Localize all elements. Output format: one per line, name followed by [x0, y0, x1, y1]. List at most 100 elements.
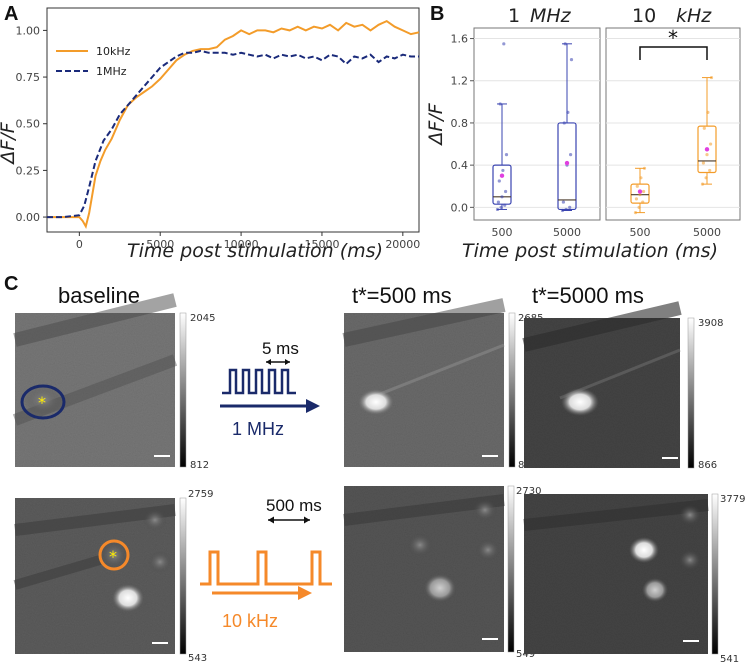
- image-r2-t5000: [523, 494, 709, 654]
- data-point: [497, 179, 501, 183]
- colorbar-min: 549: [516, 649, 535, 660]
- data-point: [637, 205, 641, 209]
- colorbar-r2-t500: 2730 549: [507, 485, 541, 660]
- khz-pulse-wave: [200, 550, 332, 586]
- data-point: [706, 110, 710, 114]
- y-tick-label-a: 0.50: [16, 118, 41, 131]
- y-tick-label-b: 0.4: [451, 159, 469, 172]
- series-line-1mhz: [47, 49, 419, 219]
- roi-star-mhz: *: [38, 393, 46, 412]
- data-point: [569, 152, 573, 157]
- data-point: [633, 211, 638, 215]
- significance-star: *: [668, 26, 678, 50]
- data-point: [500, 195, 504, 199]
- image-r1-t5000: [522, 301, 682, 468]
- x-tick-label-b: 500: [492, 226, 513, 239]
- y-tick-label-a: 1.00: [16, 24, 41, 37]
- legend-a: 10kHz 1MHz: [56, 45, 131, 78]
- freq-label-mhz: 1 MHz: [232, 419, 284, 439]
- scale-bar: [154, 455, 170, 457]
- title-1mhz-unit: MHz: [530, 5, 572, 27]
- image-r2-baseline: *: [13, 498, 176, 654]
- data-point: [566, 110, 570, 114]
- box: [492, 164, 512, 205]
- data-point: [569, 58, 574, 62]
- data-point: [501, 168, 505, 173]
- y-tick-label-b: 1.2: [451, 75, 469, 88]
- title-1mhz-number: 1: [508, 5, 520, 27]
- mean-marker: [637, 189, 643, 194]
- scale-bar: [662, 457, 678, 459]
- roi-star-khz: *: [109, 547, 117, 566]
- colorbar-max: 3779: [720, 494, 745, 505]
- plot-frame-b-right: [605, 27, 741, 221]
- title-10khz-unit: kHz: [676, 5, 712, 27]
- scale-bar: [482, 638, 498, 640]
- y-tick-label-b: 0.8: [451, 117, 469, 130]
- data-point: [502, 42, 506, 46]
- image-r1-baseline: *: [12, 293, 178, 467]
- mhz-pulse-schematic: 5 ms 1 MHz: [220, 339, 320, 439]
- image-title-baseline: baseline: [58, 283, 140, 308]
- data-point: [642, 189, 646, 194]
- y-tick-label-a: 0.75: [16, 71, 41, 84]
- y-tick-label-a: 0.00: [16, 211, 41, 224]
- colorbar-min: 812: [190, 460, 209, 471]
- x-tick-label-a: 0: [76, 238, 83, 251]
- data-point: [495, 207, 500, 212]
- data-point: [702, 126, 706, 130]
- x-axis-title-a: Time post stimulation (ms): [127, 240, 383, 262]
- y-axis-title-a: ΔF/F: [0, 121, 19, 165]
- panel-letter-c: C: [4, 273, 18, 295]
- scale-bar: [152, 642, 168, 644]
- colorbar-r2-baseline: 2759 543: [179, 489, 213, 664]
- data-point: [560, 208, 565, 213]
- mhz-arrow-head: [306, 399, 320, 413]
- colorbar-max: 2759: [188, 489, 213, 500]
- colorbar-r2-t5000: 3779 541: [711, 493, 745, 665]
- line-chart-a: 0 5000 10000 15000 20000 0.00 0.25 0.50 0.75 1.00…: [0, 7, 420, 262]
- panel-letter-a: A: [4, 3, 18, 25]
- mean-marker: [564, 160, 570, 166]
- plot-frame-b-left: [473, 27, 601, 221]
- x-axis-title-b: Time post stimulation (ms): [462, 240, 718, 262]
- data-point: [641, 200, 645, 204]
- data-point: [499, 205, 503, 209]
- data-point: [564, 207, 568, 212]
- significance-bracket: [639, 46, 708, 60]
- freq-label-khz: 10 kHz: [222, 611, 278, 631]
- data-point: [704, 176, 708, 180]
- mhz-pulse-wave: [222, 368, 296, 395]
- data-point: [701, 161, 706, 165]
- data-point: [638, 193, 642, 197]
- x-tick-label-a: 15000: [304, 238, 339, 251]
- khz-arrow-head: [298, 586, 312, 600]
- x-tick-label-a: 20000: [385, 238, 420, 251]
- data-point: [634, 197, 639, 201]
- data-point: [503, 203, 507, 207]
- data-point: [496, 200, 500, 204]
- roi-ellipse-mhz: [20, 384, 66, 420]
- data-point: [563, 42, 567, 46]
- colorbar-r1-baseline: 2045 812: [179, 312, 215, 471]
- image-title-t5000: t*=5000 ms: [532, 283, 644, 308]
- panel-letter-b: B: [430, 3, 444, 25]
- khz-pulse-schematic: 500 ms 10 kHz: [200, 496, 332, 631]
- x-tick-label-b: 5000: [553, 226, 581, 239]
- x-tick-label-b: 5000: [693, 226, 721, 239]
- data-point: [504, 189, 508, 194]
- data-point: [504, 152, 509, 157]
- data-point: [639, 176, 643, 180]
- data-point: [700, 182, 705, 186]
- image-title-t500: t*=500 ms: [352, 283, 452, 308]
- data-point: [568, 205, 572, 209]
- box-chart-b: 0.00.40.81.21.6 500 5000 500 5000 1 MHz 10 …: [425, 5, 741, 262]
- legend-label-1mhz: 1MHz: [96, 65, 127, 78]
- data-point: [561, 200, 566, 204]
- colorbar-min: 541: [720, 654, 739, 665]
- y-tick-label-b: 0.0: [451, 201, 469, 214]
- title-10khz-number: 10: [632, 5, 656, 27]
- data-point: [562, 121, 566, 125]
- interval-label-mhz: 5 ms: [262, 339, 299, 358]
